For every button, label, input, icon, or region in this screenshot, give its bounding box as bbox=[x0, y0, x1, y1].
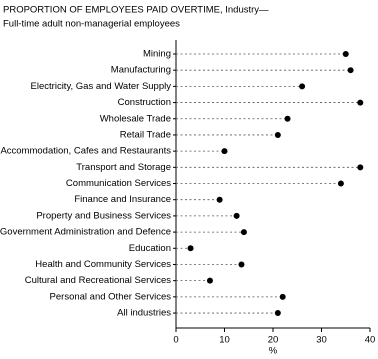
dot bbox=[216, 196, 223, 203]
y-tick-label: Finance and Insurance bbox=[74, 194, 171, 205]
dot bbox=[279, 293, 286, 300]
dot bbox=[357, 99, 364, 106]
x-tick-label: 0 bbox=[173, 335, 178, 346]
y-tick-label: Retail Trade bbox=[120, 129, 171, 140]
y-tick-label: Cultural and Recreational Services bbox=[25, 275, 172, 286]
dot bbox=[284, 115, 291, 122]
x-tick-label: 20 bbox=[268, 335, 279, 346]
y-tick-label: Accommodation, Cafes and Restaurants bbox=[0, 146, 171, 157]
y-tick-label: Communication Services bbox=[66, 178, 171, 189]
dot bbox=[342, 51, 349, 57]
y-tick-label: Health and Community Services bbox=[35, 259, 171, 270]
y-tick-label: All industries bbox=[117, 308, 171, 319]
dot bbox=[347, 67, 354, 74]
y-tick-label: Manufacturing bbox=[111, 65, 171, 76]
y-tick-label: Property and Business Services bbox=[36, 210, 171, 221]
x-tick-label: 30 bbox=[316, 335, 327, 346]
chart-title: PROPORTION OF EMPLOYEES PAID OVERTIME, I… bbox=[3, 5, 269, 16]
dot bbox=[206, 277, 213, 284]
x-tick-label: 10 bbox=[219, 335, 230, 346]
y-tick-label: Mining bbox=[143, 49, 171, 60]
dot bbox=[233, 212, 240, 219]
dot bbox=[238, 261, 245, 268]
y-tick-label: Wholesale Trade bbox=[100, 113, 171, 124]
x-axis-label: % bbox=[269, 346, 278, 357]
dot bbox=[299, 83, 306, 90]
y-tick-label: Transport and Storage bbox=[76, 162, 171, 173]
y-tick-label: Education bbox=[129, 243, 171, 254]
dot bbox=[221, 148, 228, 155]
x-tick-label: 40 bbox=[365, 335, 376, 346]
y-tick-label: Electricity, Gas and Water Supply bbox=[31, 81, 172, 92]
dot bbox=[274, 131, 281, 138]
dot bbox=[274, 310, 281, 317]
dot bbox=[187, 245, 194, 252]
dot bbox=[240, 229, 247, 236]
y-tick-label: Personal and Other Services bbox=[50, 291, 172, 302]
dot bbox=[337, 180, 344, 187]
dot bbox=[357, 164, 364, 171]
y-tick-label: Government Administration and Defence bbox=[0, 227, 171, 238]
chart-subtitle: Full-time adult non-managerial employees bbox=[3, 19, 180, 30]
y-tick-label: Construction bbox=[118, 97, 171, 108]
